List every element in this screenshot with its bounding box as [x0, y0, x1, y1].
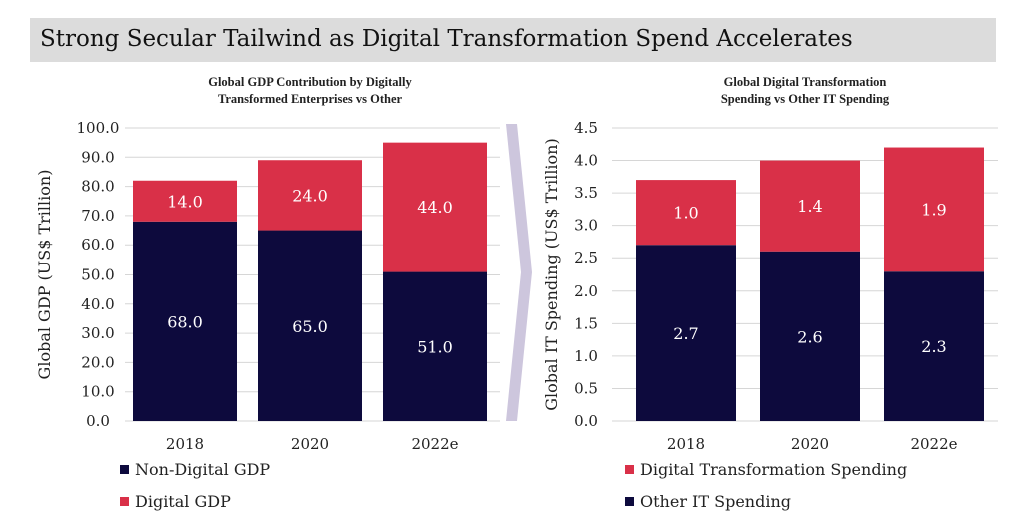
- left-data-label: 44.0: [417, 198, 453, 217]
- right-chart-title-line-2: Spending vs Other IT Spending: [720, 92, 890, 106]
- left-y-tick-label: 40.0: [81, 295, 114, 313]
- right-chart-title-line-1: Global Digital Transformation: [723, 75, 887, 89]
- left-y-tick-label: 70.0: [81, 207, 114, 225]
- legend-item: Digital Transformation Spending: [625, 460, 907, 479]
- right-y-tick-label: 2.0: [574, 282, 598, 300]
- right-data-label: 2.7: [673, 324, 698, 343]
- right-y-tick-label: 2.5: [574, 249, 598, 267]
- left-y-tick-label: 80.0: [81, 178, 114, 196]
- right-y-tick-label: 1.5: [574, 314, 598, 332]
- right-y-tick-label: 0.5: [574, 379, 598, 397]
- right-y-tick-label: 0.0: [574, 412, 598, 430]
- left-bar-bottom-2020: [258, 230, 362, 421]
- right-x-tick-label: 2018: [667, 435, 705, 453]
- right-data-label: 1.9: [921, 200, 946, 219]
- right-data-label: 1.0: [673, 204, 698, 223]
- page-title: Strong Secular Tailwind as Digital Trans…: [40, 26, 853, 52]
- left-y-tick-label: 20.0: [81, 353, 114, 371]
- right-data-label: 1.4: [797, 197, 822, 216]
- right-bar-top-2022e: [884, 147, 984, 272]
- left-bar-top-2020: [258, 160, 362, 231]
- legend-swatch: [120, 465, 129, 474]
- right-chart-title: Global Digital Transformation Spending v…: [610, 74, 1000, 108]
- left-x-tick-label: 2020: [291, 435, 329, 453]
- legend-swatch: [625, 465, 634, 474]
- legend-label: Digital GDP: [135, 492, 231, 511]
- left-y-tick-label: 60.0: [81, 236, 114, 254]
- left-data-label: 65.0: [292, 317, 328, 336]
- right-y-tick-label: 3.0: [574, 217, 598, 235]
- left-x-tick-label: 2018: [166, 435, 204, 453]
- left-x-tick-label: 2022e: [411, 435, 458, 453]
- divider-arrow-shape: [506, 124, 532, 421]
- left-data-label: 51.0: [417, 337, 453, 356]
- right-x-tick-label: 2022e: [910, 435, 957, 453]
- legend-item: Other IT Spending: [625, 492, 791, 511]
- left-data-label: 68.0: [167, 312, 203, 331]
- left-bar-bottom-2018: [133, 221, 237, 421]
- left-bar-bottom-2022e: [383, 271, 487, 421]
- right-bar-bottom-2018: [636, 245, 736, 421]
- left-data-label: 24.0: [292, 186, 328, 205]
- left-y-tick-label: 30.0: [81, 324, 114, 342]
- right-data-label: 2.3: [921, 337, 946, 356]
- right-y-tick-label: 4.0: [574, 152, 598, 170]
- legend-item: Non-Digital GDP: [120, 460, 270, 479]
- left-bar-top-2022e: [383, 142, 487, 272]
- right-y-axis-label: Global IT Spending (US$ Trillion): [542, 138, 561, 410]
- legend-swatch: [120, 497, 129, 506]
- header-banner: Strong Secular Tailwind as Digital Trans…: [30, 18, 996, 62]
- right-bar-top-2020: [760, 160, 860, 252]
- left-y-tick-label: 90.0: [81, 148, 114, 166]
- left-y-tick-label: 50.0: [81, 266, 114, 284]
- left-y-tick-label: 0.0: [86, 412, 110, 430]
- legend-label: Other IT Spending: [640, 492, 792, 511]
- left-data-label: 14.0: [167, 192, 203, 211]
- legend-label: Non-Digital GDP: [135, 460, 271, 479]
- left-chart: 0.0 10.0 20.0 30.0 40.0 50.0 60.0 70.0 80.0 90.0 1…: [35, 119, 500, 453]
- left-y-axis-label: Global GDP (US$ Trillion): [35, 170, 54, 380]
- right-bar-bottom-2020: [760, 251, 860, 421]
- left-chart-title: Global GDP Contribution by Digitally Tra…: [110, 74, 510, 108]
- legend-label: Digital Transformation Spending: [640, 460, 908, 479]
- left-y-tick-label: 100.0: [77, 119, 120, 137]
- legend-swatch: [625, 497, 634, 506]
- right-y-tick-label: 1.0: [574, 347, 598, 365]
- left-chart-title-line-1: Global GDP Contribution by Digitally: [208, 75, 412, 89]
- left-y-tick-label: 10.0: [81, 383, 114, 401]
- right-bar-top-2018: [636, 180, 736, 246]
- right-y-tick-label: 4.5: [574, 119, 598, 137]
- left-bar-top-2018: [133, 180, 237, 222]
- right-chart: 0.0 0.5 1.0 1.5 2.0 2.5 3.0 3.5 4.0 4.5 Global IT …: [542, 119, 998, 453]
- left-chart-title-line-2: Transformed Enterprises vs Other: [217, 92, 403, 106]
- right-bar-bottom-2022e: [884, 271, 984, 421]
- right-x-tick-label: 2020: [791, 435, 829, 453]
- legend-item: Digital GDP: [120, 492, 231, 511]
- right-data-label: 2.6: [797, 327, 822, 346]
- right-y-tick-label: 3.5: [574, 184, 598, 202]
